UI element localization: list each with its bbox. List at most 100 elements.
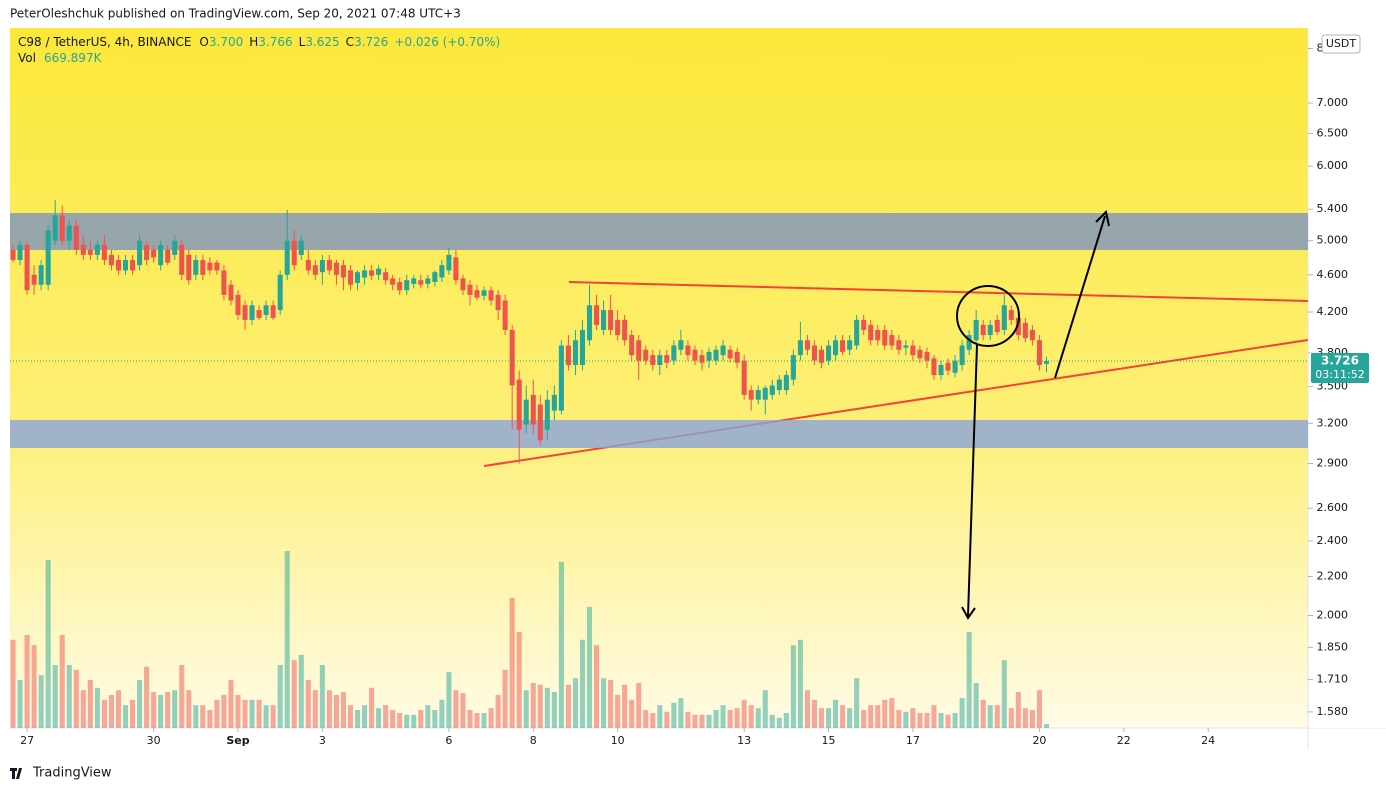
- y-tick-label: 5.000: [1317, 234, 1349, 247]
- ohlc-key: H: [249, 35, 258, 49]
- volume-bar: [439, 699, 445, 728]
- volume-bar: [854, 678, 860, 728]
- ohlc-value: 3.625: [305, 35, 339, 49]
- candle-body: [1015, 317, 1021, 336]
- volume-bar: [959, 698, 965, 728]
- candle-body: [101, 244, 107, 260]
- candle-body: [713, 349, 719, 361]
- candle-body: [432, 272, 438, 283]
- volume-bar: [790, 645, 796, 728]
- y-tick-label: 2.000: [1317, 608, 1349, 621]
- volume-bar: [748, 705, 754, 728]
- volume-bar: [354, 710, 361, 728]
- volume-bar: [889, 698, 895, 728]
- volume-bar: [24, 635, 30, 728]
- volume-bar: [811, 699, 818, 728]
- candle-body: [699, 355, 705, 363]
- y-tick-label: 1.580: [1317, 705, 1349, 718]
- candle-layer: [10, 200, 1308, 464]
- publisher-line: PeterOleshchuk published on TradingView.…: [10, 7, 461, 21]
- volume-bar: [523, 690, 529, 728]
- candle-body: [530, 394, 536, 425]
- volume-bar: [291, 660, 297, 728]
- candle-body: [284, 240, 290, 275]
- candle-body: [896, 340, 902, 350]
- up-arrow: [1054, 215, 1106, 379]
- candle-body: [818, 349, 825, 363]
- volume-bar: [235, 695, 241, 728]
- up-arrowhead: [1095, 209, 1110, 227]
- volume-bar: [882, 699, 888, 728]
- candle-body: [319, 259, 325, 273]
- candle-body: [446, 254, 452, 271]
- candle-body: [397, 282, 403, 291]
- candle-body: [481, 290, 487, 296]
- candle-body: [910, 345, 916, 356]
- volume-bar: [474, 713, 480, 728]
- candle-body: [249, 305, 255, 320]
- currency-box: [1321, 34, 1361, 54]
- candle-body: [987, 324, 993, 336]
- volume-bar: [130, 699, 136, 728]
- volume-bar: [1029, 710, 1035, 728]
- volume-bar: [558, 561, 564, 728]
- volume-bar: [242, 699, 248, 728]
- volume-bar: [467, 710, 473, 728]
- volume-bar: [910, 708, 916, 728]
- highlight-circle: [956, 285, 1020, 347]
- volume-bar: [305, 680, 311, 728]
- volume-bar: [73, 669, 79, 728]
- y-tick-label: 5.400: [1317, 202, 1349, 215]
- candle-body: [811, 345, 818, 361]
- volume-bar: [179, 665, 185, 728]
- tradingview-logo: TradingView: [10, 766, 112, 781]
- volume-bar: [340, 692, 346, 728]
- volume-bar: [1043, 723, 1050, 728]
- y-tick-label: 1.850: [1317, 640, 1349, 653]
- volume-bar: [1015, 692, 1021, 728]
- y-tick-label: 7.000: [1317, 96, 1349, 109]
- symbol: C98 / TetherUS, 4h, BINANCE: [18, 35, 191, 49]
- candle-body: [615, 319, 621, 336]
- volume-bar: [594, 645, 600, 728]
- volume-bar: [312, 690, 318, 728]
- candle-body: [340, 265, 346, 278]
- volume-bar: [917, 713, 923, 728]
- volume-bar: [952, 713, 958, 728]
- volume-bar: [699, 714, 705, 728]
- volume-layer: [10, 551, 1050, 728]
- candle-body: [755, 390, 761, 400]
- volume-bar: [319, 665, 325, 728]
- y-tick-label: 6.000: [1317, 159, 1349, 172]
- y-tick-label: 4.600: [1317, 268, 1349, 281]
- candle-body: [186, 254, 192, 281]
- candle-body: [200, 259, 206, 275]
- volume-bar: [769, 714, 775, 728]
- candle-body: [551, 394, 557, 411]
- volume-bar: [615, 695, 621, 728]
- volume-bar: [446, 672, 452, 728]
- candle-body: [657, 355, 663, 365]
- volume-bar: [565, 684, 571, 728]
- candle-body: [1001, 305, 1007, 330]
- x-tick-label: 20: [1032, 734, 1046, 747]
- candle-body: [565, 345, 571, 365]
- candle-body: [354, 272, 361, 283]
- candle-body: [80, 244, 86, 255]
- candle-body: [242, 305, 248, 320]
- ohlc-key: L: [299, 35, 306, 49]
- candle-body: [572, 340, 578, 365]
- candle-body: [488, 290, 494, 301]
- volume-bar: [277, 665, 283, 728]
- currency-label: USDT: [1326, 37, 1357, 50]
- candle-body: [158, 244, 164, 266]
- candle-body: [636, 340, 642, 361]
- candle-body: [326, 259, 332, 271]
- candle-body: [692, 349, 698, 361]
- logo-mark: [10, 768, 22, 779]
- x-tick-label: 3: [319, 734, 326, 747]
- volume-bar: [488, 708, 494, 728]
- volume-bar: [826, 708, 832, 728]
- y-tick-label: 2.400: [1317, 534, 1349, 547]
- x-tick-label: 17: [906, 734, 920, 747]
